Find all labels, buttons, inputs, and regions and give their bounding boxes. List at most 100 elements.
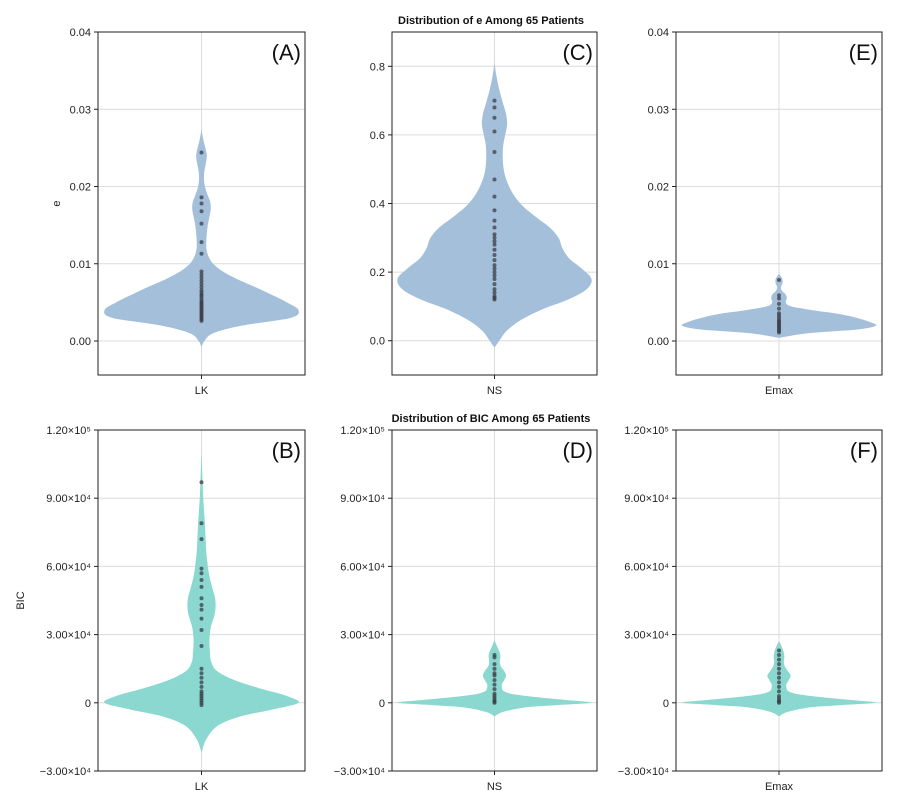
panel-d: −3.00×10⁴ 0 3.00×10⁴ 6.00×10⁴ 9.00×10⁴ 1.20×1… (334, 425, 598, 793)
panel-c: 0.0 0.2 0.4 0.6 0.8 NS (C) (370, 31, 598, 397)
x-tick-label: LK (195, 385, 209, 397)
data-point (777, 684, 781, 689)
data-point (777, 689, 781, 694)
data-point (492, 239, 497, 244)
y-tick-label: 1.20×10⁵ (624, 425, 669, 437)
x-tick-label: Emax (765, 781, 794, 793)
y-tick-label: −3.00×10⁴ (40, 766, 91, 778)
data-point (199, 221, 204, 226)
y-tick-label: 0 (85, 698, 91, 710)
data-point (492, 129, 497, 134)
x-tick-label: NS (487, 385, 502, 397)
y-tick-label: −3.00×10⁴ (334, 766, 385, 778)
y-tick-label: 1.20×10⁵ (340, 425, 385, 437)
panel-letter: (B) (272, 438, 301, 463)
data-point (492, 276, 497, 281)
panel-a: 0.00 0.01 0.02 0.03 0.04 LK (A) e (51, 27, 306, 397)
y-tick-label: 6.00×10⁴ (624, 561, 669, 573)
data-point (199, 566, 204, 571)
violin-body (104, 452, 299, 753)
y-tick-label: 9.00×10⁴ (624, 493, 669, 505)
x-tick-label: LK (195, 781, 209, 793)
panel-letter: (E) (849, 40, 878, 65)
y-tick-label: 3.00×10⁴ (624, 630, 669, 642)
data-point (492, 666, 497, 671)
data-point (199, 578, 204, 583)
data-point (777, 657, 781, 662)
data-point (492, 691, 497, 696)
y-tick-label: 0.03 (648, 104, 669, 116)
data-point (492, 218, 497, 223)
panel-e: 0.00 0.01 0.02 0.03 0.04 Emax (E) (648, 27, 883, 397)
data-point (199, 666, 204, 671)
data-point (199, 278, 204, 283)
data-point (492, 252, 497, 257)
data-point (199, 272, 204, 277)
row-title-bic: Distribution of BIC Among 65 Patients (392, 413, 591, 425)
data-point (199, 537, 204, 542)
y-tick-label: −3.00×10⁴ (618, 766, 669, 778)
y-tick-label: 0.04 (70, 27, 91, 39)
y-tick-label: 0 (663, 698, 669, 710)
data-point (199, 269, 204, 274)
y-tick-label: 0.01 (70, 259, 91, 271)
data-point (199, 240, 204, 245)
data-point (777, 277, 781, 282)
y-tick-label: 0 (379, 698, 385, 710)
data-point (199, 195, 204, 200)
data-point (777, 666, 781, 671)
panel-b: −3.00×10⁴ 0 3.00×10⁴ 6.00×10⁴ 9.00×10⁴ 1.20×1… (15, 425, 306, 793)
data-point (199, 675, 204, 680)
y-tick-label: 0.04 (648, 27, 669, 39)
data-point (492, 105, 497, 110)
data-point (777, 671, 781, 676)
data-point (492, 258, 497, 263)
data-point (199, 284, 204, 289)
data-point (492, 235, 497, 240)
data-point (199, 607, 204, 612)
data-point (777, 296, 781, 301)
panel-letter: (A) (272, 40, 301, 65)
data-point (777, 301, 781, 306)
data-point (199, 251, 204, 256)
data-point (492, 662, 497, 667)
panel-f: −3.00×10⁴ 0 3.00×10⁴ 6.00×10⁴ 9.00×10⁴ 1.20×1… (618, 425, 883, 793)
y-axis-label: BIC (15, 591, 27, 609)
data-point (492, 294, 497, 299)
data-point (777, 680, 781, 685)
y-tick-label: 1.20×10⁵ (46, 425, 91, 437)
data-point (199, 209, 204, 214)
data-point (492, 263, 497, 268)
y-tick-label: 3.00×10⁴ (46, 630, 91, 642)
data-point (199, 680, 204, 685)
data-point (199, 596, 204, 601)
data-point (492, 282, 497, 287)
panel-letter: (D) (562, 438, 593, 463)
data-point (777, 662, 781, 667)
data-point (777, 675, 781, 680)
data-point (492, 687, 497, 692)
y-tick-label: 0.02 (648, 182, 669, 194)
data-point (492, 115, 497, 120)
y-tick-label: 0.4 (370, 199, 385, 211)
panels-group: 0.000.010.020.030.04LK(A)e0.00.20.40.60.… (15, 27, 883, 793)
data-point (492, 287, 497, 292)
y-tick-label: 9.00×10⁴ (340, 493, 385, 505)
data-point (199, 689, 204, 694)
y-tick-label: 6.00×10⁴ (46, 561, 91, 573)
y-tick-label: 0.2 (370, 267, 385, 279)
x-tick-label: Emax (765, 385, 794, 397)
data-point (199, 521, 204, 526)
data-point (492, 208, 497, 213)
row-title-e: Distribution of e Among 65 Patients (398, 15, 584, 27)
panel-letter: (F) (850, 438, 878, 463)
y-tick-label: 0.03 (70, 104, 91, 116)
data-point (199, 275, 204, 280)
data-point (492, 150, 497, 155)
data-point (199, 150, 204, 155)
y-tick-label: 0.01 (648, 259, 669, 271)
y-tick-label: 6.00×10⁴ (340, 561, 385, 573)
data-point (492, 682, 497, 687)
y-tick-label: 0.02 (70, 182, 91, 194)
